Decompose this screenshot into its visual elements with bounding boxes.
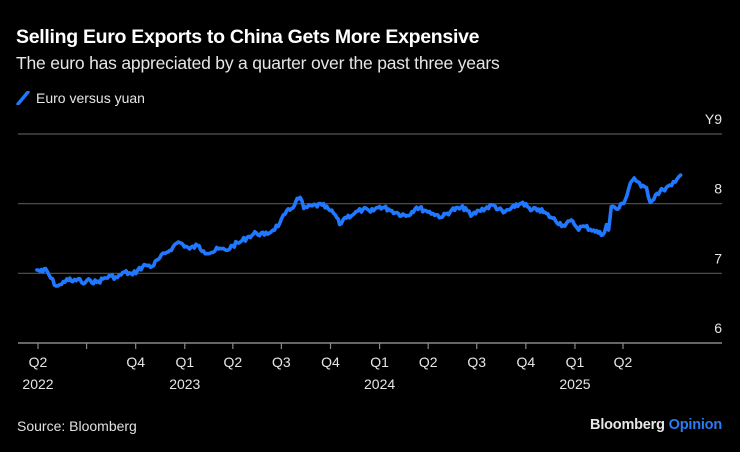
x-tick-year-label: 2023 bbox=[169, 376, 200, 392]
brand-secondary: Opinion bbox=[668, 417, 723, 433]
y-tick-label: 6 bbox=[714, 320, 722, 336]
y-tick-label: 7 bbox=[714, 250, 722, 266]
legend-line-icon bbox=[16, 91, 30, 105]
y-tick-label: Y9 bbox=[705, 111, 722, 127]
brand-logo: Bloomberg Opinion bbox=[590, 417, 722, 433]
brand-primary: Bloomberg bbox=[590, 417, 665, 433]
x-tick-label: Q3 bbox=[467, 354, 486, 370]
x-tick-label: Q4 bbox=[517, 354, 536, 370]
x-tick-label: Q4 bbox=[321, 354, 340, 370]
chart-title: Selling Euro Exports to China Gets More … bbox=[16, 26, 480, 48]
x-tick-label: Q1 bbox=[370, 354, 389, 370]
y-axis-labels: 6 7 8 Y9 bbox=[705, 111, 722, 336]
x-tick-label: Q2 bbox=[419, 354, 438, 370]
series-line-euro-versus-yuan bbox=[35, 173, 683, 288]
source-note: Source: Bloomberg bbox=[17, 418, 137, 434]
y-tick-label: 8 bbox=[714, 181, 722, 197]
x-tick-label: Q2 bbox=[29, 354, 48, 370]
x-tick-label: Q2 bbox=[614, 354, 633, 370]
x-tick-label: Q4 bbox=[126, 354, 145, 370]
legend-label: Euro versus yuan bbox=[36, 90, 145, 106]
x-axis: Q2 2022 Q4 Q1 2023 Q2 Q3 Q4 Q1 2024 Q2 Q3 Q4 Q1 2025 Q2 bbox=[18, 342, 722, 392]
x-tick-label: Q2 bbox=[223, 354, 242, 370]
legend: Euro versus yuan bbox=[16, 90, 145, 106]
x-tick-label: Q1 bbox=[566, 354, 585, 370]
x-tick-label: Q1 bbox=[175, 354, 194, 370]
chart-subtitle: The euro has appreciated by a quarter ov… bbox=[16, 53, 500, 73]
gridlines bbox=[18, 133, 722, 274]
x-tick-year-label: 2024 bbox=[364, 376, 395, 392]
x-tick-year-label: 2022 bbox=[22, 376, 53, 392]
x-tick-year-label: 2025 bbox=[559, 376, 590, 392]
x-tick-label: Q3 bbox=[272, 354, 291, 370]
